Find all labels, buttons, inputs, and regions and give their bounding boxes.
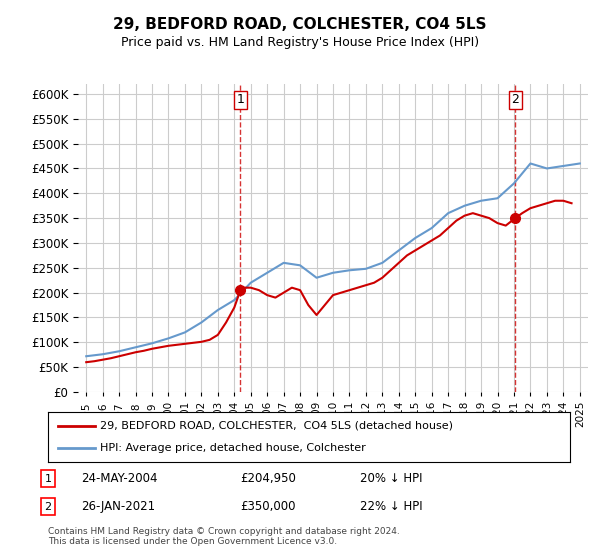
Text: 1: 1: [44, 474, 52, 484]
Text: 1: 1: [236, 93, 244, 106]
Text: £350,000: £350,000: [240, 500, 296, 514]
Text: 22% ↓ HPI: 22% ↓ HPI: [360, 500, 422, 514]
Text: £204,950: £204,950: [240, 472, 296, 486]
Text: 2: 2: [511, 93, 519, 106]
Text: 26-JAN-2021: 26-JAN-2021: [81, 500, 155, 514]
Text: 2: 2: [44, 502, 52, 512]
Text: 29, BEDFORD ROAD, COLCHESTER,  CO4 5LS (detached house): 29, BEDFORD ROAD, COLCHESTER, CO4 5LS (d…: [100, 421, 453, 431]
Text: Contains HM Land Registry data © Crown copyright and database right 2024.
This d: Contains HM Land Registry data © Crown c…: [48, 526, 400, 546]
Text: 20% ↓ HPI: 20% ↓ HPI: [360, 472, 422, 486]
Text: 29, BEDFORD ROAD, COLCHESTER, CO4 5LS: 29, BEDFORD ROAD, COLCHESTER, CO4 5LS: [113, 17, 487, 32]
Text: HPI: Average price, detached house, Colchester: HPI: Average price, detached house, Colc…: [100, 443, 366, 453]
Text: 24-MAY-2004: 24-MAY-2004: [81, 472, 157, 486]
Text: Price paid vs. HM Land Registry's House Price Index (HPI): Price paid vs. HM Land Registry's House …: [121, 36, 479, 49]
